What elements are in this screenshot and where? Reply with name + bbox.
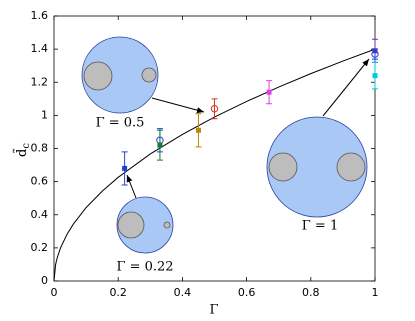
inset-particle — [117, 211, 145, 239]
x-tick-label: 0.2 — [109, 286, 127, 299]
inset-particle — [141, 67, 157, 83]
error-bar — [211, 98, 218, 120]
y-axis-label-main: d̃ — [13, 148, 30, 156]
x-tick-label: 1 — [372, 286, 379, 299]
inset-label: Γ = 1 — [302, 219, 338, 234]
point — [195, 127, 201, 133]
point — [122, 165, 128, 171]
inset-particle — [83, 61, 113, 91]
y-tick-label: 1.6 — [31, 9, 49, 22]
y-tick-label: 0.6 — [31, 175, 49, 188]
fit-curve — [53, 48, 376, 282]
inset-disk — [116, 196, 174, 254]
x-axis-label: Γ — [209, 303, 218, 318]
point — [157, 142, 163, 148]
y-axis-label-sub: c — [21, 143, 32, 149]
inset-particle — [163, 221, 171, 229]
point — [266, 89, 272, 95]
arrow — [322, 58, 370, 117]
y-tick-label: 0.8 — [31, 142, 49, 155]
y-tick-label: 1.4 — [31, 42, 49, 55]
x-tick-label: 0.8 — [302, 286, 320, 299]
y-tick-label: 0.2 — [31, 241, 49, 254]
inset-particle — [268, 152, 298, 182]
x-tick-label: 0.4 — [174, 286, 192, 299]
y-tick-label: 0.4 — [31, 208, 49, 221]
point — [371, 50, 379, 58]
y-axis-label: d̃c — [13, 143, 32, 157]
point — [372, 73, 378, 79]
inset-label: Γ = 0.5 — [96, 116, 145, 131]
x-tick-label: 0 — [51, 286, 58, 299]
inset-label: Γ = 0.22 — [116, 260, 173, 275]
inset-disk — [81, 36, 159, 114]
inset-disk — [266, 116, 368, 218]
x-tick-label: 0.6 — [238, 286, 256, 299]
y-tick-label: 1.2 — [31, 75, 49, 88]
arrow — [151, 97, 205, 114]
y-tick-label: 0 — [41, 274, 48, 287]
point — [210, 105, 219, 113]
y-tick-label: 1 — [41, 108, 48, 121]
insets: Γ = 0.5 Γ = 0.22 Γ = 1 — [81, 36, 370, 275]
inset-particle — [336, 152, 366, 182]
arrow — [126, 174, 137, 199]
